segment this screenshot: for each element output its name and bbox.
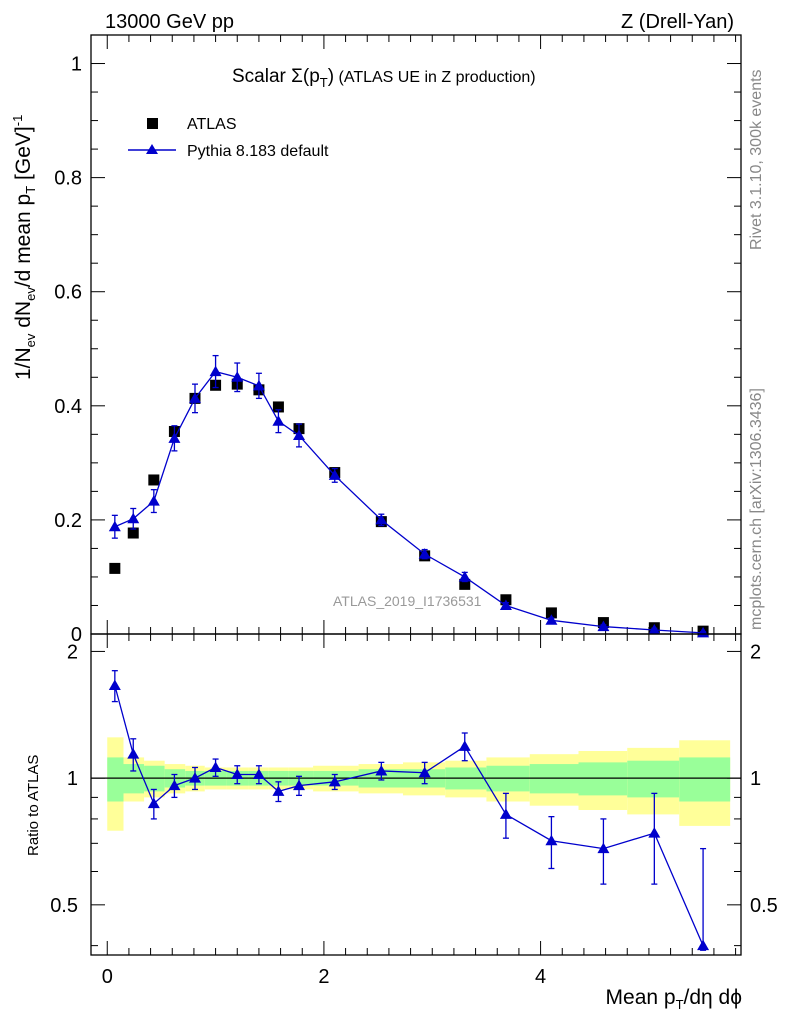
ratio-pythia-point	[231, 768, 244, 780]
atlas-point	[127, 527, 139, 539]
legend-pythia-marker	[146, 144, 158, 154]
x-tick-label: 4	[535, 966, 546, 988]
ratio-tick-label-right: 0.5	[750, 895, 778, 917]
pythia-point	[328, 469, 341, 480]
x-tick-label: 0	[102, 966, 113, 988]
pythia-point	[418, 548, 431, 559]
pythia-point	[375, 513, 388, 525]
ratio-tick-label-left: 2	[67, 641, 78, 663]
y-axis-title: 1/Nev dNev/d mean pT [GeV]-1	[10, 115, 38, 380]
ratio-pythia-point	[272, 785, 285, 796]
ratio-pythia-point	[458, 740, 471, 751]
pythia-point	[108, 520, 121, 532]
x-tick-label: 2	[318, 966, 329, 988]
atlas-point	[272, 401, 284, 413]
y-tick-label: 0.8	[54, 168, 82, 190]
plot-title: Scalar Σ(pT) (ATLAS UE in Z production)	[232, 66, 536, 90]
y-tick-label: 0.2	[54, 510, 82, 532]
ratio-tick-label-right: 2	[750, 641, 761, 663]
ratio-pythia-point	[328, 775, 341, 787]
ratio-pythia-point	[209, 761, 222, 772]
legend: ATLAS Pythia 8.183 default	[128, 116, 329, 160]
analysis-id: ATLAS_2019_I1736531	[333, 593, 482, 609]
pythia-point	[648, 624, 661, 635]
ratio-pythia-point	[375, 764, 388, 776]
ratio-tick-label-left: 1	[67, 768, 78, 790]
ratio-pythia-point	[418, 766, 431, 778]
pythia-point	[697, 626, 710, 638]
header-right: Z (Drell-Yan)	[621, 11, 734, 33]
ratio-tick-label-right: 1	[750, 768, 761, 790]
band-stat	[107, 757, 124, 802]
ratio-pythia-point	[108, 679, 121, 690]
ratio-pythia-point	[189, 772, 201, 783]
svg-text:1/Nev dNev/d mean pT [GeV]-1: 1/Nev dNev/d mean pT [GeV]-1	[10, 115, 38, 380]
atlas-point	[459, 578, 471, 590]
pythia-point	[168, 432, 181, 443]
band-stat	[679, 757, 731, 802]
y-tick-label: 0	[71, 624, 82, 646]
legend-pythia-label: Pythia 8.183 default	[187, 143, 329, 160]
atlas-point	[109, 562, 121, 574]
header-left: 13000 GeV pp	[105, 11, 234, 33]
pythia-point	[252, 379, 265, 391]
band-stat	[627, 760, 680, 798]
ratio-pythia-point	[127, 748, 140, 759]
pythia-point	[231, 371, 244, 382]
pythia-point	[293, 429, 305, 440]
ratio-pythia-point	[147, 797, 160, 809]
pythia-point	[272, 415, 285, 426]
svg-text:Scalar Σ(pT) (ATLAS UE in Z pr: Scalar Σ(pT) (ATLAS UE in Z production)	[232, 66, 536, 90]
pythia-point	[147, 495, 160, 506]
ratio-pythia-point	[252, 768, 265, 780]
band-stat	[578, 762, 628, 796]
ratio-pythia-point	[293, 779, 305, 791]
pythia-point	[209, 365, 222, 377]
pythia-point	[545, 614, 558, 625]
y-tick-label: 0.4	[54, 396, 82, 418]
ratio-pythia-point	[168, 779, 181, 791]
legend-atlas-marker	[147, 118, 158, 129]
ratio-pythia-point	[597, 842, 610, 854]
ratio-tick-label-left: 0.5	[50, 895, 78, 917]
ratio-pythia-line	[114, 685, 704, 946]
pythia-point	[458, 570, 471, 582]
ratio-frame	[90, 633, 742, 956]
atlas-point	[545, 607, 557, 619]
ratio-pythia-point	[499, 808, 512, 819]
mcplots-label: mcplots.cern.ch [arXiv:1306.3436]	[748, 388, 765, 630]
y-tick-label: 0.6	[54, 282, 82, 304]
pythia-point	[597, 620, 610, 632]
ratio-pythia-point	[648, 827, 661, 838]
pythia-point	[499, 599, 512, 610]
pythia-point	[127, 512, 140, 524]
y-tick-label: 1	[71, 54, 82, 76]
atlas-point	[148, 474, 160, 486]
rivet-label: Rivet 3.1.10, 300k events	[748, 69, 765, 250]
ratio-y-axis-title: Ratio to ATLAS	[25, 755, 42, 856]
svg-text:Mean pT/dη dϕ: Mean pT/dη dϕ	[606, 986, 742, 1012]
pythia-point	[189, 392, 201, 403]
x-axis-title: Mean pT/dη dϕ	[606, 986, 742, 1012]
ratio-pythia-point	[697, 939, 710, 951]
ratio-pythia-point	[545, 834, 558, 846]
legend-atlas-label: ATLAS	[187, 116, 237, 133]
